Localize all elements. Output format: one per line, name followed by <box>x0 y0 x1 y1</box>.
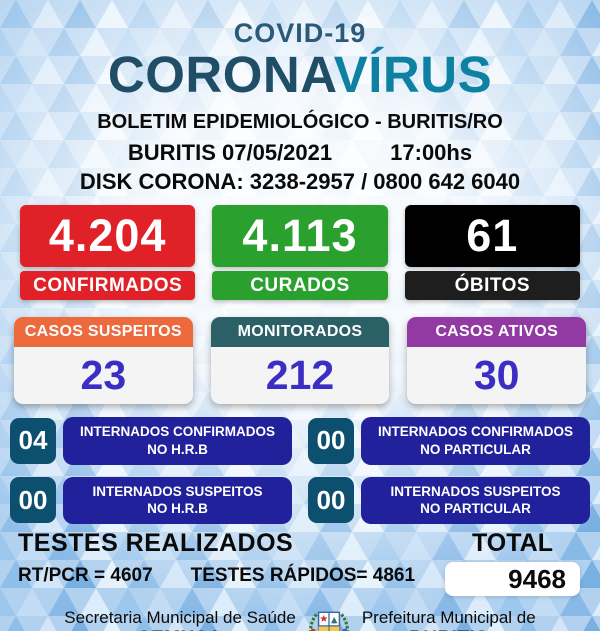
hospitalized-suspect-private-label: INTERNADOS SUSPEITOS NO PARTICULAR <box>361 476 590 524</box>
confirmed-card: 4.204 CONFIRMADOS <box>20 205 196 301</box>
footer: Secretaria Municipal de Saúde SEMUSA Pr <box>0 605 600 631</box>
monitored-label: MONITORADOS <box>210 317 390 348</box>
hospitalized-confirmed-hrb-label: INTERNADOS CONFIRMADOS NO H.R.B <box>63 417 292 465</box>
pill-line-2: NO PARTICULAR <box>420 441 531 457</box>
hospitalized-grid: 04 INTERNADOS CONFIRMADOS NO H.R.B 00 IN… <box>10 417 590 524</box>
coronavirus-title: CORONAVÍRUS <box>0 49 600 100</box>
tests-section: TESTES REALIZADOS RT/PCR = 4607 TESTES R… <box>18 528 580 597</box>
active-cases-label: CASOS ATIVOS <box>407 317 587 348</box>
health-secretary-acronym: SEMUSA <box>64 628 296 631</box>
hospitalized-suspect-hrb: 00 INTERNADOS SUSPEITOS NO H.R.B <box>10 476 292 524</box>
active-cases-value: 30 <box>473 352 520 399</box>
pill-line-1: INTERNADOS CONFIRMADOS <box>80 424 275 440</box>
rtpcr-count: RT/PCR = 4607 <box>18 565 153 587</box>
deaths-value: 61 <box>404 205 580 268</box>
total-value-box: 9468 <box>445 562 580 597</box>
monitored-card: MONITORADOS 212 <box>210 317 390 405</box>
tests-total-block: TOTAL 9468 <box>445 528 580 597</box>
hospitalized-suspect-hrb-count: 00 <box>10 477 56 524</box>
hotline-text: DISK CORONA: 3238-2957 / 0800 642 6040 <box>79 169 521 195</box>
hospitalized-confirmed-private-label: INTERNADOS CONFIRMADOS NO PARTICULAR <box>361 417 590 465</box>
total-label: TOTAL <box>471 528 553 557</box>
time-text: 17:00hs <box>390 140 473 166</box>
health-secretary-block: Secretaria Municipal de Saúde SEMUSA <box>64 608 296 631</box>
bulletin-subtitle: BOLETIM EPIDEMIOLÓGICO - BURITIS/RO <box>97 111 503 134</box>
cured-card: 4.113 CURADOS <box>212 205 388 301</box>
rapid-tests-count: TESTES RÁPIDOS= 4861 <box>190 565 416 587</box>
date-time-line: BURITIS 07/05/2021 17:00hs <box>0 142 600 164</box>
tests-title: TESTES REALIZADOS <box>18 528 294 557</box>
pill-line-1: INTERNADOS CONFIRMADOS <box>378 424 573 440</box>
suspect-cases-card: CASOS SUSPEITOS 23 <box>14 317 193 405</box>
city-name: BURITIS <box>362 628 536 631</box>
cured-value: 4.113 <box>212 205 388 268</box>
title-virus-part: VÍRUS <box>333 46 493 103</box>
tests-left-block: TESTES REALIZADOS RT/PCR = 4607 TESTES R… <box>18 528 445 588</box>
city-crest-icon <box>308 611 349 631</box>
suspect-cases-label: CASOS SUSPEITOS <box>14 317 193 348</box>
summary-cards: 4.204 CONFIRMADOS 4.113 CURADOS 61 ÓBITO… <box>20 205 580 301</box>
hospitalized-confirmed-private: 00 INTERNADOS CONFIRMADOS NO PARTICULAR <box>308 417 590 465</box>
pill-line-2: NO PARTICULAR <box>420 501 531 517</box>
active-cases-card: CASOS ATIVOS 30 <box>407 317 587 405</box>
suspect-cases-value: 23 <box>80 352 127 399</box>
title-corona-part: CORONA <box>107 46 334 103</box>
place-date-text: BURITIS 07/05/2021 <box>127 140 333 166</box>
deaths-label: ÓBITOS <box>404 271 580 301</box>
hospitalized-suspect-hrb-label: INTERNADOS SUSPEITOS NO H.R.B <box>63 476 292 524</box>
deaths-card: 61 ÓBITOS <box>404 205 580 301</box>
bulletin-header: COVID-19 CORONAVÍRUS BOLETIM EPIDEMIOLÓG… <box>0 20 600 193</box>
covid19-supertitle: COVID-19 <box>233 18 367 48</box>
hospitalized-suspect-private-count: 00 <box>308 477 354 524</box>
pill-line-2: NO H.R.B <box>147 441 208 457</box>
pill-line-1: INTERNADOS SUSPEITOS <box>92 483 263 499</box>
hospitalized-confirmed-hrb-count: 04 <box>10 417 56 464</box>
confirmed-label: CONFIRMADOS <box>20 271 196 301</box>
city-hall-block: Prefeitura Municipal de BURITIS <box>362 608 536 631</box>
cured-label: CURADOS <box>212 271 388 301</box>
health-secretary-name: Secretaria Municipal de Saúde <box>64 608 296 628</box>
hospitalized-confirmed-hrb: 04 INTERNADOS CONFIRMADOS NO H.R.B <box>10 417 292 465</box>
tests-values-line: RT/PCR = 4607 TESTES RÁPIDOS= 4861 <box>18 565 445 587</box>
hospitalized-confirmed-private-count: 00 <box>308 417 354 464</box>
pill-line-1: INTERNADOS SUSPEITOS <box>390 483 561 499</box>
status-cards: CASOS SUSPEITOS 23 MONITORADOS 212 CASOS… <box>14 317 587 405</box>
confirmed-value: 4.204 <box>20 205 196 268</box>
pill-line-2: NO H.R.B <box>147 501 208 517</box>
monitored-value: 212 <box>265 352 335 399</box>
city-hall-name: Prefeitura Municipal de <box>361 608 536 628</box>
hospitalized-suspect-private: 00 INTERNADOS SUSPEITOS NO PARTICULAR <box>308 476 590 524</box>
